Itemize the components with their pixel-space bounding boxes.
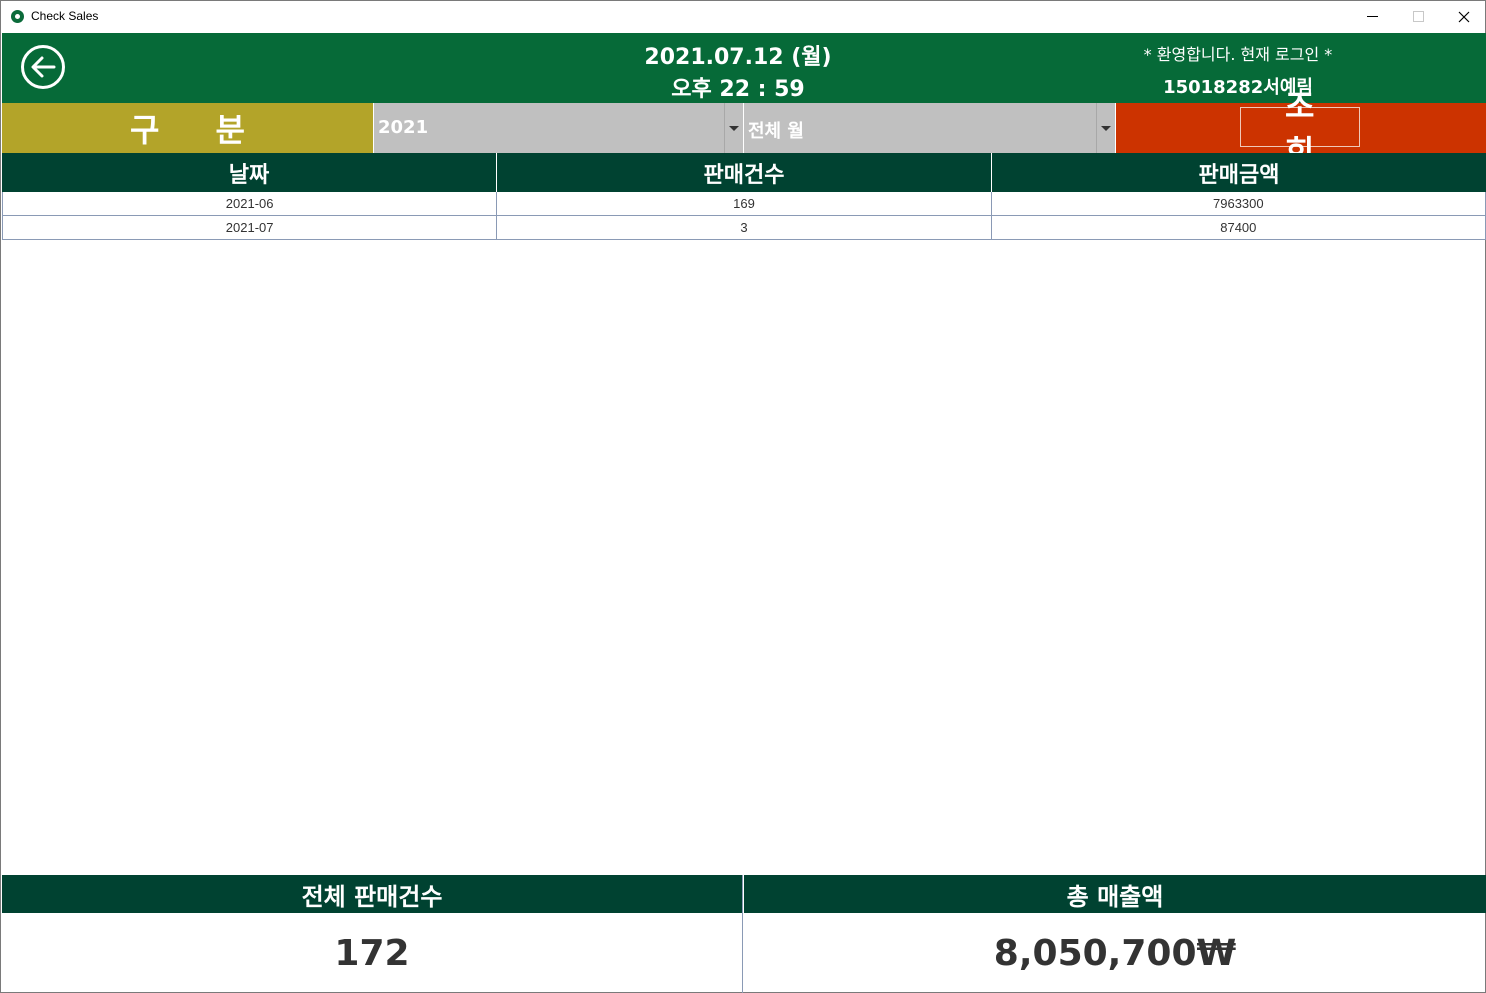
table-row[interactable]: 2021-07 3 87400 xyxy=(2,216,1486,240)
cell-count[interactable]: 3 xyxy=(497,216,992,239)
month-select[interactable]: 전체 월 xyxy=(744,103,1115,153)
month-select-value: 전체 월 xyxy=(748,121,804,142)
sales-table: 날짜 판매건수 판매금액 2021-06 169 7963300 2021-07… xyxy=(2,153,1486,240)
cell-date[interactable]: 2021-07 xyxy=(2,216,498,239)
table-row[interactable]: 2021-06 169 7963300 xyxy=(2,192,1486,216)
maximize-button[interactable] xyxy=(1395,1,1441,32)
minimize-button[interactable] xyxy=(1349,1,1395,32)
close-button[interactable] xyxy=(1441,1,1486,32)
chevron-down-icon xyxy=(1101,125,1111,131)
current-date: 2021.07.12 (월) xyxy=(644,45,832,70)
year-select[interactable]: 2021 xyxy=(374,103,743,153)
search-panel: 조회 xyxy=(1116,87,1486,171)
total-sales-value: 8,050,700₩ xyxy=(993,932,1237,974)
column-header-count[interactable]: 판매건수 xyxy=(497,153,992,192)
cell-amount[interactable]: 87400 xyxy=(992,216,1486,239)
total-count-label: 전체 판매건수 xyxy=(2,875,742,913)
total-count-value: 172 xyxy=(334,932,410,974)
title-bar[interactable]: Check Sales xyxy=(1,1,1485,32)
total-count-panel: 전체 판매건수 172 xyxy=(2,875,743,993)
table-header: 날짜 판매건수 판매금액 xyxy=(2,153,1486,192)
cell-date[interactable]: 2021-06 xyxy=(2,192,498,215)
minimize-icon xyxy=(1366,16,1378,17)
month-dropdown-button[interactable] xyxy=(1096,103,1115,153)
filter-bar: 구분 2021 전체 월 조회 xyxy=(2,87,1486,171)
chevron-down-icon xyxy=(729,125,739,131)
maximize-icon xyxy=(1412,11,1424,22)
current-time: 오후 22 : 59 xyxy=(671,77,805,102)
column-header-amount[interactable]: 판매금액 xyxy=(1198,162,1280,188)
search-button[interactable]: 조회 xyxy=(1240,87,1360,171)
total-sales-panel: 총 매출액 8,050,700₩ xyxy=(744,875,1486,993)
logged-in-user: 15018282서예림 xyxy=(1163,77,1313,98)
back-button[interactable] xyxy=(21,45,65,89)
app-logo-icon xyxy=(11,10,24,23)
column-header-date[interactable]: 날짜 xyxy=(2,153,497,192)
summary-panel: 전체 판매건수 172 총 매출액 8,050,700₩ xyxy=(2,875,1486,993)
welcome-message: * 환영합니다. 현재 로그인 * xyxy=(1143,45,1333,64)
total-sales-label: 총 매출액 xyxy=(744,875,1486,913)
cell-amount[interactable]: 7963300 xyxy=(992,192,1486,215)
header-bar: 2021.07.12 (월) 오후 22 : 59 * 환영합니다. 현재 로그… xyxy=(2,33,1486,103)
window-title: Check Sales xyxy=(31,9,99,23)
category-label: 구분 xyxy=(2,103,373,153)
back-arrow-icon xyxy=(31,56,56,78)
cell-count[interactable]: 169 xyxy=(497,192,992,215)
year-select-value: 2021 xyxy=(378,117,429,138)
close-icon xyxy=(1458,11,1470,22)
year-dropdown-button[interactable] xyxy=(724,103,743,153)
